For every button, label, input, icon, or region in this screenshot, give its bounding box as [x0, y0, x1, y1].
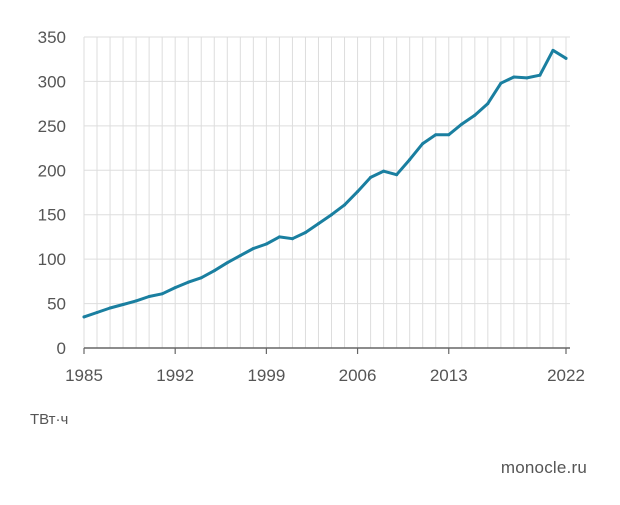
data-point — [343, 203, 347, 207]
x-tick-label: 1999 — [247, 366, 285, 385]
data-point — [82, 315, 86, 319]
data-point — [134, 299, 138, 303]
data-point — [277, 235, 281, 239]
data-point — [382, 169, 386, 173]
data-point — [316, 222, 320, 226]
data-point — [395, 173, 399, 177]
unit-label: ТВт·ч — [30, 411, 69, 428]
y-tick-label: 50 — [47, 295, 66, 314]
data-point — [264, 242, 268, 246]
y-tick-label: 150 — [38, 206, 66, 225]
data-point — [538, 73, 542, 77]
data-point — [199, 276, 203, 280]
y-tick-label: 200 — [38, 161, 66, 180]
data-point — [238, 254, 242, 258]
data-point — [486, 102, 490, 106]
data-point — [408, 158, 412, 162]
series-line — [82, 48, 568, 319]
y-tick-label: 100 — [38, 250, 66, 269]
data-point — [330, 213, 334, 217]
data-point — [499, 81, 503, 85]
data-point — [369, 175, 373, 179]
data-point — [121, 302, 125, 306]
data-point — [512, 75, 516, 79]
data-point — [251, 246, 255, 250]
data-point — [460, 122, 464, 126]
data-point — [421, 142, 425, 146]
y-tick-label: 250 — [38, 117, 66, 136]
data-point — [434, 133, 438, 137]
data-point — [564, 56, 568, 60]
x-tick-label: 1992 — [156, 366, 194, 385]
data-point — [225, 261, 229, 265]
data-point — [303, 230, 307, 234]
y-tick-label: 0 — [57, 339, 66, 358]
x-tick-label: 1985 — [65, 366, 103, 385]
data-point — [473, 113, 477, 117]
y-tick-label: 300 — [38, 72, 66, 91]
data-point — [525, 76, 529, 80]
y-tick-label: 350 — [38, 28, 66, 47]
data-point — [173, 286, 177, 290]
x-tick-label: 2006 — [339, 366, 377, 385]
data-point — [447, 133, 451, 137]
data-point — [551, 48, 555, 52]
data-point — [108, 306, 112, 310]
data-point — [147, 294, 151, 298]
source-label: monocle.ru — [500, 458, 587, 477]
data-point — [356, 190, 360, 194]
data-point — [212, 269, 216, 273]
data-point — [290, 237, 294, 241]
data-point — [95, 310, 99, 314]
x-tick-label: 2013 — [430, 366, 468, 385]
x-tick-label: 2022 — [547, 366, 585, 385]
data-point — [160, 292, 164, 296]
data-point — [186, 280, 190, 284]
